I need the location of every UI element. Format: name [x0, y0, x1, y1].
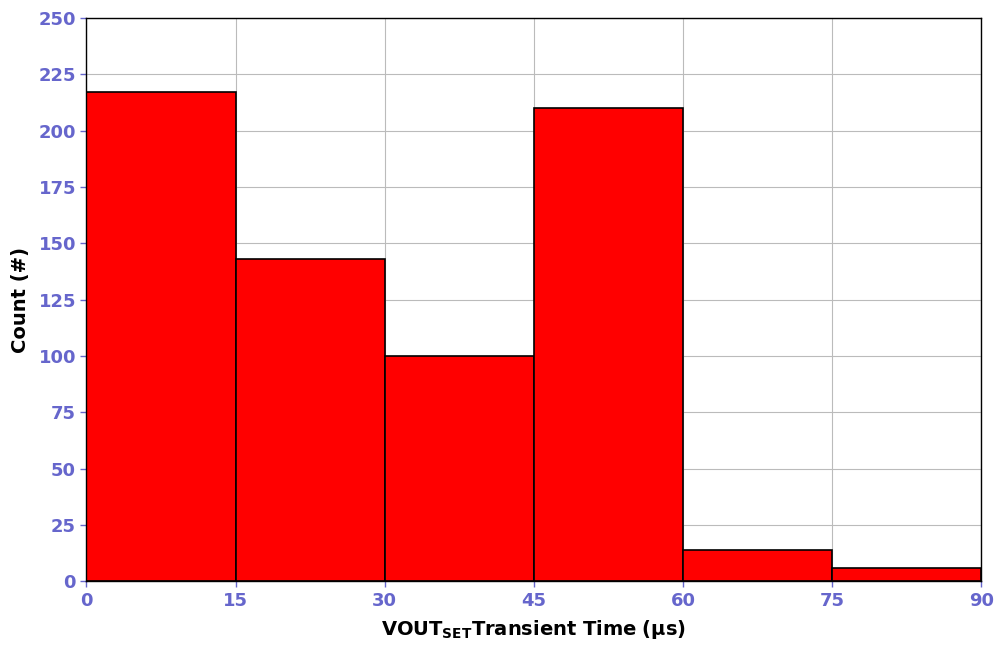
Bar — [832, 568, 982, 581]
Bar — [385, 356, 534, 581]
Bar — [86, 93, 235, 581]
Bar — [534, 108, 683, 581]
Bar — [683, 550, 832, 581]
Y-axis label: Count (#): Count (#) — [11, 246, 30, 353]
Bar — [235, 259, 385, 581]
X-axis label: $\mathbf{VOUT_{SET}}$$\mathbf{Transient\ Time\ (\mu s)}$: $\mathbf{VOUT_{SET}}$$\mathbf{Transient\… — [381, 618, 686, 641]
